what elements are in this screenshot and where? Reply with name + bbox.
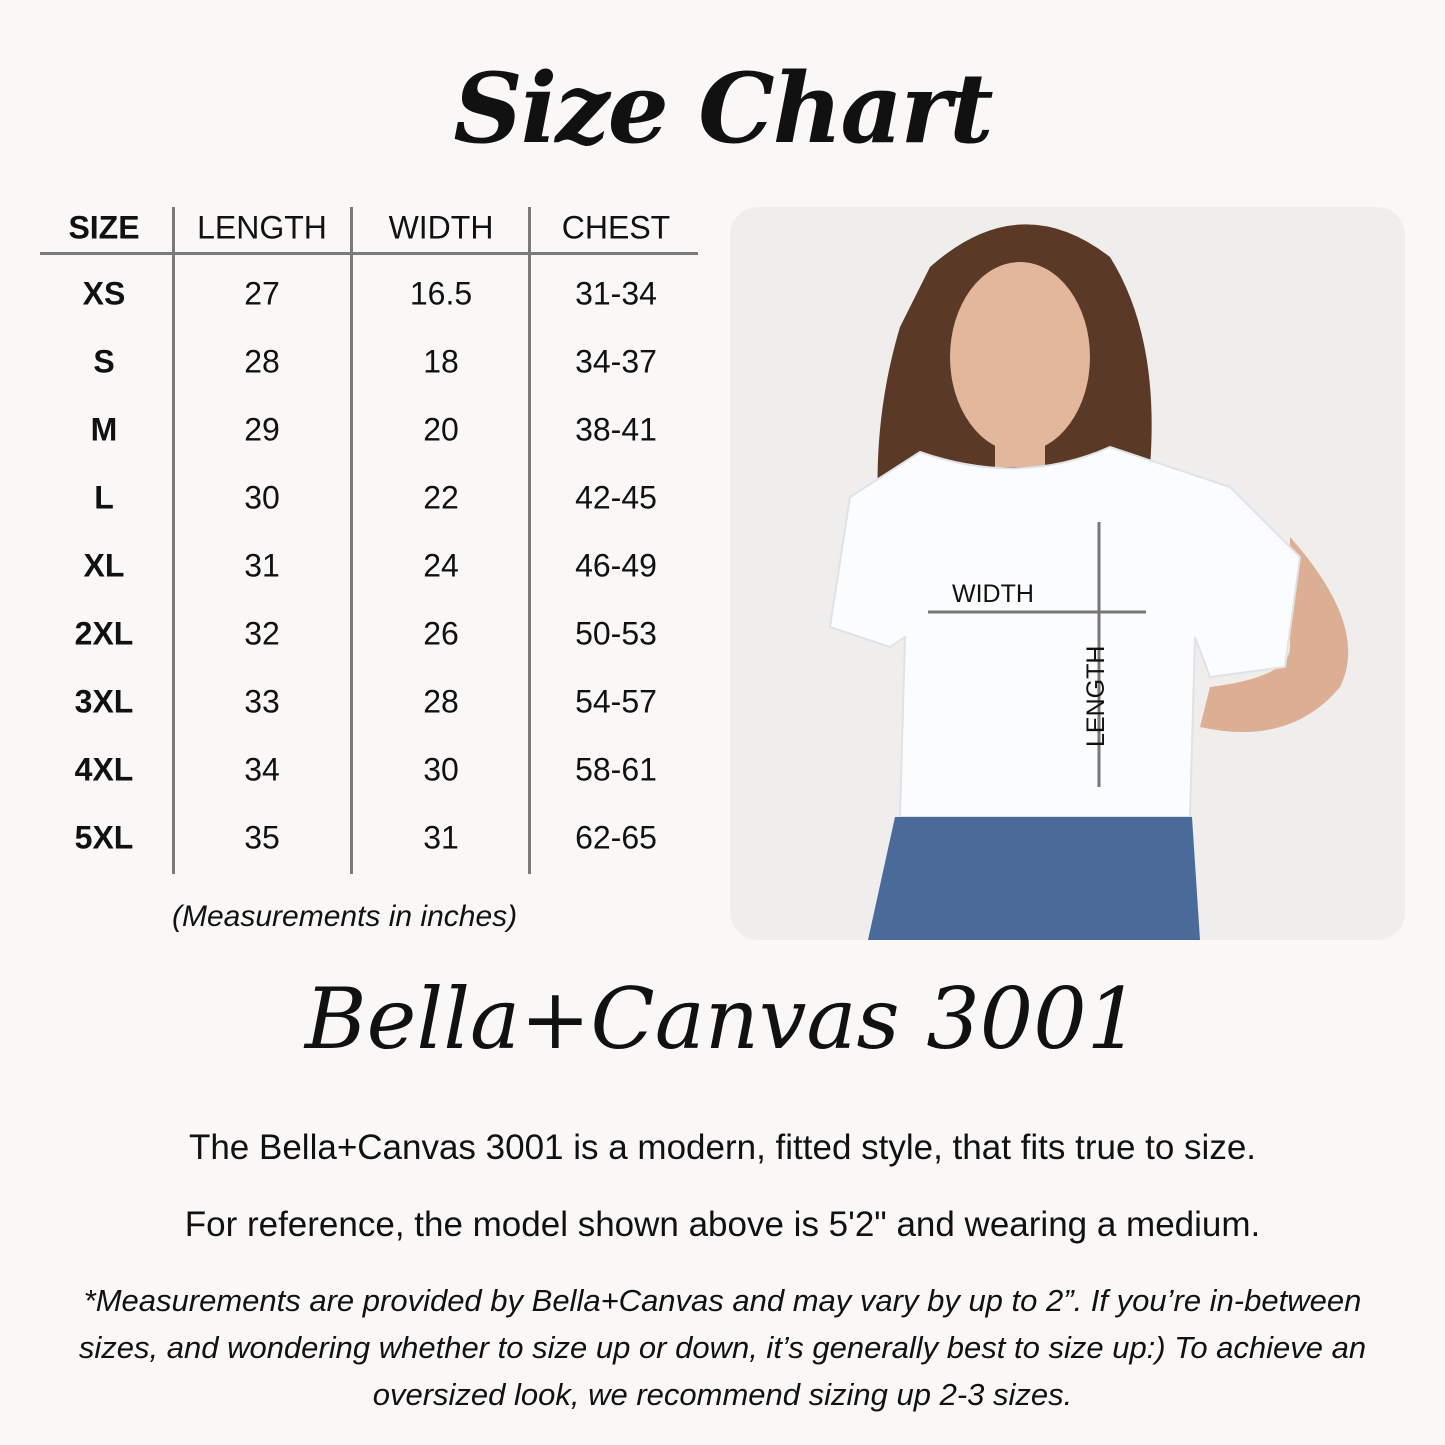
table-cell: 31-34 xyxy=(575,275,657,312)
table-cell: 62-65 xyxy=(575,819,657,856)
table-cell: 29 xyxy=(244,411,280,448)
table-cell: 46-49 xyxy=(575,547,657,584)
table-cell: 18 xyxy=(423,343,459,380)
table-cell: 26 xyxy=(423,615,459,652)
table-cell: 34 xyxy=(244,751,280,788)
column-header: SIZE xyxy=(68,209,140,246)
size-cell: 2XL xyxy=(74,615,134,652)
description-line: The Bella+Canvas 3001 is a modern, fitte… xyxy=(188,1128,1257,1167)
table-cell: 31 xyxy=(423,819,459,856)
table-cell: 20 xyxy=(423,411,459,448)
table-cell: 32 xyxy=(244,615,280,652)
size-cell: S xyxy=(93,343,115,380)
size-cell: 4XL xyxy=(74,751,134,788)
length-label: LENGTH xyxy=(1082,645,1110,747)
table-cell: 24 xyxy=(423,547,459,584)
table-cell: 28 xyxy=(423,683,459,720)
table-cell: 33 xyxy=(244,683,280,720)
width-label: WIDTH xyxy=(952,580,1034,608)
table-cell: 42-45 xyxy=(575,479,657,516)
table-cell: 30 xyxy=(423,751,459,788)
table-cell: 27 xyxy=(244,275,280,312)
table-cell: 30 xyxy=(244,479,280,516)
units-note: (Measurements in inches) xyxy=(172,900,518,933)
table-cell: 16.5 xyxy=(409,275,473,312)
size-cell: XL xyxy=(83,547,125,584)
column-divider xyxy=(350,207,353,874)
column-divider xyxy=(528,207,531,874)
table-cell: 35 xyxy=(244,819,280,856)
column-divider xyxy=(172,207,175,874)
size-cell: M xyxy=(90,411,118,448)
header-divider xyxy=(40,252,698,255)
table-cell: 58-61 xyxy=(575,751,657,788)
column-header: WIDTH xyxy=(388,209,494,246)
size-cell: XS xyxy=(82,275,126,312)
footnote: *Measurements are provided by Bella+Canv… xyxy=(78,1283,1367,1412)
table-cell: 22 xyxy=(423,479,459,516)
table-cell: 31 xyxy=(244,547,280,584)
model-photo: WIDTH LENGTH xyxy=(730,207,1405,940)
page-title: Size Chart xyxy=(453,52,993,165)
size-cell: 5XL xyxy=(74,819,134,856)
column-header: CHEST xyxy=(561,209,671,246)
table-cell: 28 xyxy=(244,343,280,380)
table-cell: 50-53 xyxy=(575,615,657,652)
size-cell: L xyxy=(94,479,114,516)
table-cell: 34-37 xyxy=(575,343,657,380)
table-cell: 54-57 xyxy=(575,683,657,720)
brand-name: Bella+Canvas 3001 xyxy=(304,970,1141,1068)
size-cell: 3XL xyxy=(74,683,134,720)
description-line: For reference, the model shown above is … xyxy=(184,1205,1261,1244)
table-cell: 38-41 xyxy=(575,411,657,448)
column-header: LENGTH xyxy=(197,209,327,246)
